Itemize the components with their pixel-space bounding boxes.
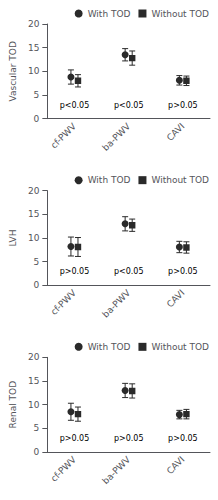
svg-text:Without TOD: Without TOD: [151, 9, 209, 19]
svg-text:p>0.05: p>0.05: [168, 267, 198, 276]
svg-text:20: 20: [28, 186, 40, 196]
svg-text:CAVI: CAVI: [165, 454, 187, 476]
svg-text:15: 15: [28, 209, 39, 219]
svg-text:10: 10: [28, 400, 40, 410]
svg-text:CAVI: CAVI: [165, 288, 187, 310]
svg-text:15: 15: [28, 376, 39, 386]
svg-text:cf-PWV: cf-PWV: [49, 454, 79, 484]
svg-text:p>0.05: p>0.05: [60, 267, 90, 276]
svg-text:Vascular TOD: Vascular TOD: [8, 41, 18, 101]
svg-text:p>0.05: p>0.05: [168, 101, 198, 110]
svg-text:20: 20: [28, 352, 40, 362]
svg-text:20: 20: [28, 19, 40, 29]
svg-text:p>0.05: p>0.05: [114, 434, 144, 443]
svg-text:ba-PWV: ba-PWV: [100, 454, 132, 486]
svg-text:p<0.05: p<0.05: [114, 267, 144, 276]
svg-text:cf-PWV: cf-PWV: [49, 121, 79, 151]
svg-text:0: 0: [34, 114, 40, 124]
svg-text:Renal TOD: Renal TOD: [8, 381, 18, 429]
svg-text:15: 15: [28, 43, 39, 53]
svg-text:With TOD: With TOD: [88, 175, 131, 185]
svg-text:ba-PWV: ba-PWV: [100, 121, 132, 153]
svg-text:5: 5: [34, 423, 40, 433]
svg-text:10: 10: [28, 66, 40, 76]
svg-text:With TOD: With TOD: [88, 342, 131, 352]
svg-text:CAVI: CAVI: [165, 121, 187, 143]
svg-text:p<0.05: p<0.05: [114, 101, 144, 110]
svg-text:p>0.05: p>0.05: [168, 434, 198, 443]
svg-text:0: 0: [34, 447, 40, 457]
svg-text:0: 0: [34, 280, 40, 290]
svg-text:LVH: LVH: [8, 230, 18, 247]
svg-text:5: 5: [34, 257, 40, 267]
svg-text:p>0.05: p>0.05: [60, 434, 90, 443]
svg-text:p<0.05: p<0.05: [60, 101, 90, 110]
svg-text:Without TOD: Without TOD: [151, 342, 209, 352]
svg-text:ba-PWV: ba-PWV: [100, 287, 132, 319]
svg-text:10: 10: [28, 233, 40, 243]
svg-text:cf-PWV: cf-PWV: [49, 287, 79, 317]
svg-text:Without TOD: Without TOD: [151, 175, 209, 185]
svg-text:5: 5: [34, 90, 40, 100]
svg-text:With TOD: With TOD: [88, 9, 131, 19]
